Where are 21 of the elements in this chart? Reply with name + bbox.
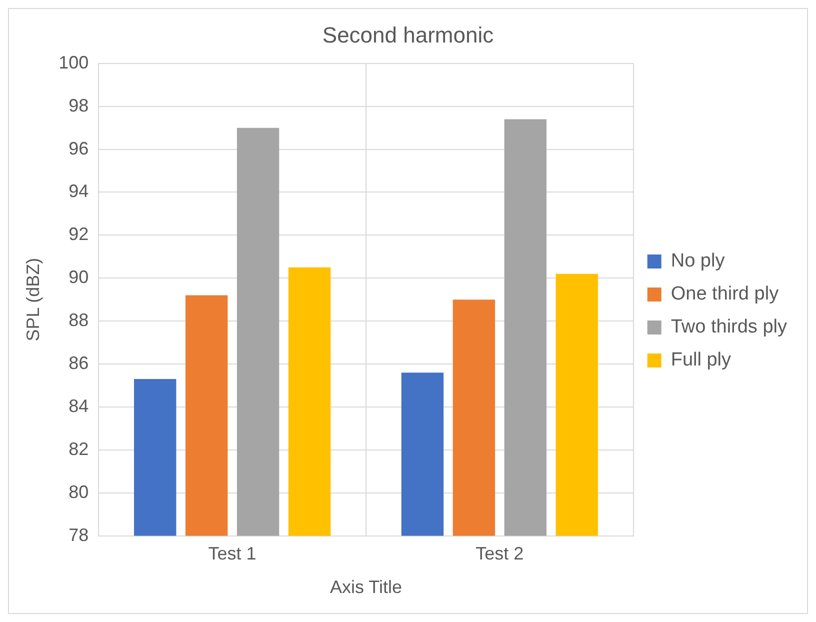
legend-label: No ply bbox=[670, 250, 726, 272]
legend-label: Two thirds ply bbox=[670, 316, 788, 338]
x-axis-title: Axis Title bbox=[330, 577, 402, 598]
y-tick-label: 94 bbox=[68, 181, 89, 202]
y-tick-label: 86 bbox=[68, 352, 89, 373]
legend-label: Full ply bbox=[670, 350, 732, 371]
y-tick-label: 98 bbox=[68, 95, 89, 116]
y-tick-label: 96 bbox=[68, 138, 89, 158]
y-axis-title: SPL (dBZ) bbox=[22, 258, 43, 342]
y-tick-label: 84 bbox=[68, 396, 89, 416]
legend-label: One third ply bbox=[670, 284, 780, 305]
y-tick-label: 90 bbox=[68, 267, 89, 288]
y-tick-label: 100 bbox=[58, 52, 89, 72]
y-tick-label: 82 bbox=[68, 438, 89, 459]
y-tick-label: 88 bbox=[68, 310, 89, 330]
y-tick-label: 80 bbox=[68, 482, 89, 502]
x-tick-label: Test 2 bbox=[476, 544, 524, 564]
y-tick-label: 92 bbox=[68, 224, 89, 244]
chart-title: Second harmonic bbox=[322, 22, 494, 48]
y-tick-label: 78 bbox=[68, 524, 89, 545]
x-tick-label: Test 1 bbox=[208, 544, 256, 564]
